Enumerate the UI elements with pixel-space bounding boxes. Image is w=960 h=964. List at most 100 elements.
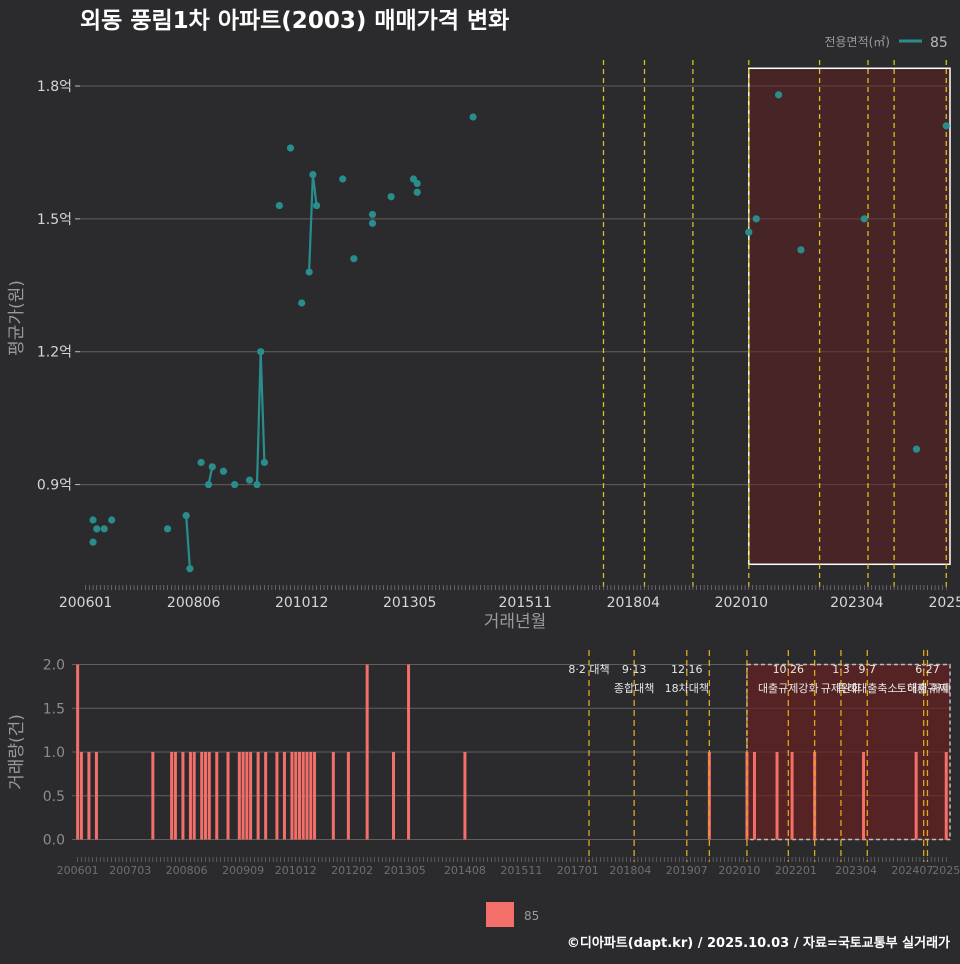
y-tick-label: 2.0 [43,658,65,674]
x-tick-label: 201701 [557,864,599,877]
x-tick-label: 200806 [167,595,221,611]
policy-label-date: 8·2 대책 [568,663,609,676]
volume-bar [331,752,335,840]
x-tick-label: 202304 [830,595,884,611]
x-tick-label: 201408 [444,864,486,877]
volume-bar [365,664,369,840]
volume-bar [94,752,98,840]
volume-bar [313,752,317,840]
policy-label-name: 18차대책 [665,682,709,695]
legend-top: 전용면적(㎡) 85 [824,35,947,51]
y-tick-label: 0.9억 [37,478,72,494]
data-point [912,445,921,453]
volume-bar [76,664,80,840]
x-tick-label: 201012 [275,864,317,877]
policy-label-name: 대출규제 [907,682,947,695]
price-chart: 0.9억 1.2억 1.5억 1.8억 200601 200806 201012 201305… [7,60,960,632]
data-point [197,458,205,467]
y-tick-label: 1.0 [43,745,65,761]
y-axis-label: 평균가(원) [7,280,27,356]
data-point [368,210,377,219]
data-point [339,175,347,183]
x-tick-label: 200703 [109,864,151,877]
volume-bar [226,752,230,840]
data-point [253,480,261,489]
volume-bar [256,752,260,840]
data-point [89,516,97,524]
x-tick-label: 201804 [609,864,651,877]
policy-label-name: 특례대출축소 [837,682,898,695]
y-tick-label: 0.0 [43,833,65,849]
volume-bar [215,752,219,840]
volume-bar [309,752,313,840]
data-point [775,91,783,99]
legend-top-title: 전용면적(㎡) [824,35,890,49]
data-point [312,201,321,210]
policy-label-name: 대출규제강화 [758,682,819,695]
x-tick-label: 200601 [59,595,112,611]
data-point [797,246,805,254]
volume-bar [181,752,185,840]
data-point [413,188,421,196]
data-point [350,255,358,263]
volume-bar [249,752,253,840]
data-point [368,219,377,227]
volume-bar [264,752,268,840]
data-point [745,228,753,236]
x-tick-label: 200909 [222,864,264,877]
volume-bar [173,752,177,840]
y-tick-label: 0.5 [43,789,65,805]
volume-bar [275,752,279,840]
policy-label-date: 12·16 [671,663,703,676]
x-tick-label: 201511 [499,595,552,611]
data-point [305,268,313,276]
data-point [286,144,295,152]
data-point [245,476,254,484]
volume-bar [282,752,286,840]
data-point [100,525,108,533]
volume-bar [862,752,866,840]
y-axis-label: 거래량(건) [7,714,27,790]
x-tick-label: 201202 [331,864,373,877]
volume-bar [752,752,756,840]
data-point [298,299,306,307]
data-point [260,458,269,467]
volume-bar [297,752,301,840]
data-point [89,538,97,546]
volume-bar [944,752,948,840]
volume-bar [241,752,245,840]
data-point [257,348,265,356]
volume-bar [301,752,305,840]
volume-bar [237,752,241,840]
x-tick-label: 201305 [384,864,426,877]
legend-bottom: 85 [486,902,539,927]
volume-bar [192,752,196,840]
volume-bar [151,752,155,840]
x-tick-label: 200806 [166,864,208,877]
x-tick-label: 201012 [275,595,328,611]
volume-bar [391,752,395,840]
policy-label-name: 토허제 해제 [897,681,951,695]
highlight-region [748,67,951,566]
volume-bar [203,752,207,840]
data-point [219,467,228,475]
y-tick-label: 1.5억 [37,212,72,228]
volume-bar [170,752,174,840]
data-point [309,170,317,179]
series-line-segment [185,515,191,569]
data-point [204,480,213,489]
x-tick-label: 201907 [666,864,708,877]
x-tick-label: 201511 [500,864,542,877]
data-point [469,113,477,121]
data-point [275,201,283,210]
volume-bar [290,752,294,840]
data-point [182,511,190,520]
legend-top-label: 85 [930,35,948,51]
x-tick-label: 202304 [835,864,877,877]
legend-bottom-label: 85 [524,909,539,923]
policy-label-name: 종합대책 [614,682,654,695]
data-point [208,463,216,471]
volume-bar [188,752,192,840]
